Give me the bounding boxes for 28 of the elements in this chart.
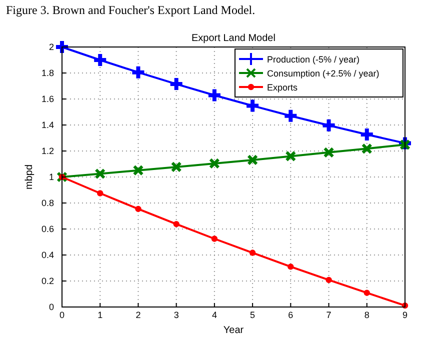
y-tick-label: 0.4 <box>41 250 54 260</box>
y-tick-label: 1.8 <box>41 68 54 78</box>
y-tick-label: 1.2 <box>41 146 54 156</box>
x-tick-label: 7 <box>326 310 332 320</box>
y-tick-label: 0 <box>48 302 54 312</box>
y-tick-label: 1.6 <box>41 94 54 104</box>
legend-label: Consumption (+2.5% / year) <box>267 68 380 78</box>
x-tick-label: 4 <box>212 310 217 320</box>
y-tick-label: 2 <box>48 42 54 52</box>
caption: Figure 3. Brown and Foucher's Export Land Model. <box>6 3 256 17</box>
y-tick-label: 0.8 <box>41 198 54 208</box>
y-tick-label: 0.2 <box>41 276 54 286</box>
x-tick-label: 8 <box>364 310 370 320</box>
x-tick-label: 2 <box>136 310 141 320</box>
x-tick-label: 1 <box>98 310 103 320</box>
x-tick-label: 0 <box>59 310 65 320</box>
x-axis-title: Year <box>223 325 244 336</box>
y-tick-label: 0.6 <box>41 224 54 234</box>
x-tick-label: 3 <box>174 310 179 320</box>
x-tick-label: 5 <box>250 310 256 320</box>
legend-label: Production (-5% / year) <box>267 54 360 64</box>
x-tick-label: 9 <box>402 310 408 320</box>
x-tick-label: 6 <box>288 310 294 320</box>
y-tick-label: 1 <box>48 172 54 182</box>
y-tick-label: 1.4 <box>41 120 54 130</box>
y-axis-title: mbpd <box>24 164 35 190</box>
legend-label: Exports <box>267 82 298 92</box>
chart-title: Export Land Model <box>192 33 276 44</box>
